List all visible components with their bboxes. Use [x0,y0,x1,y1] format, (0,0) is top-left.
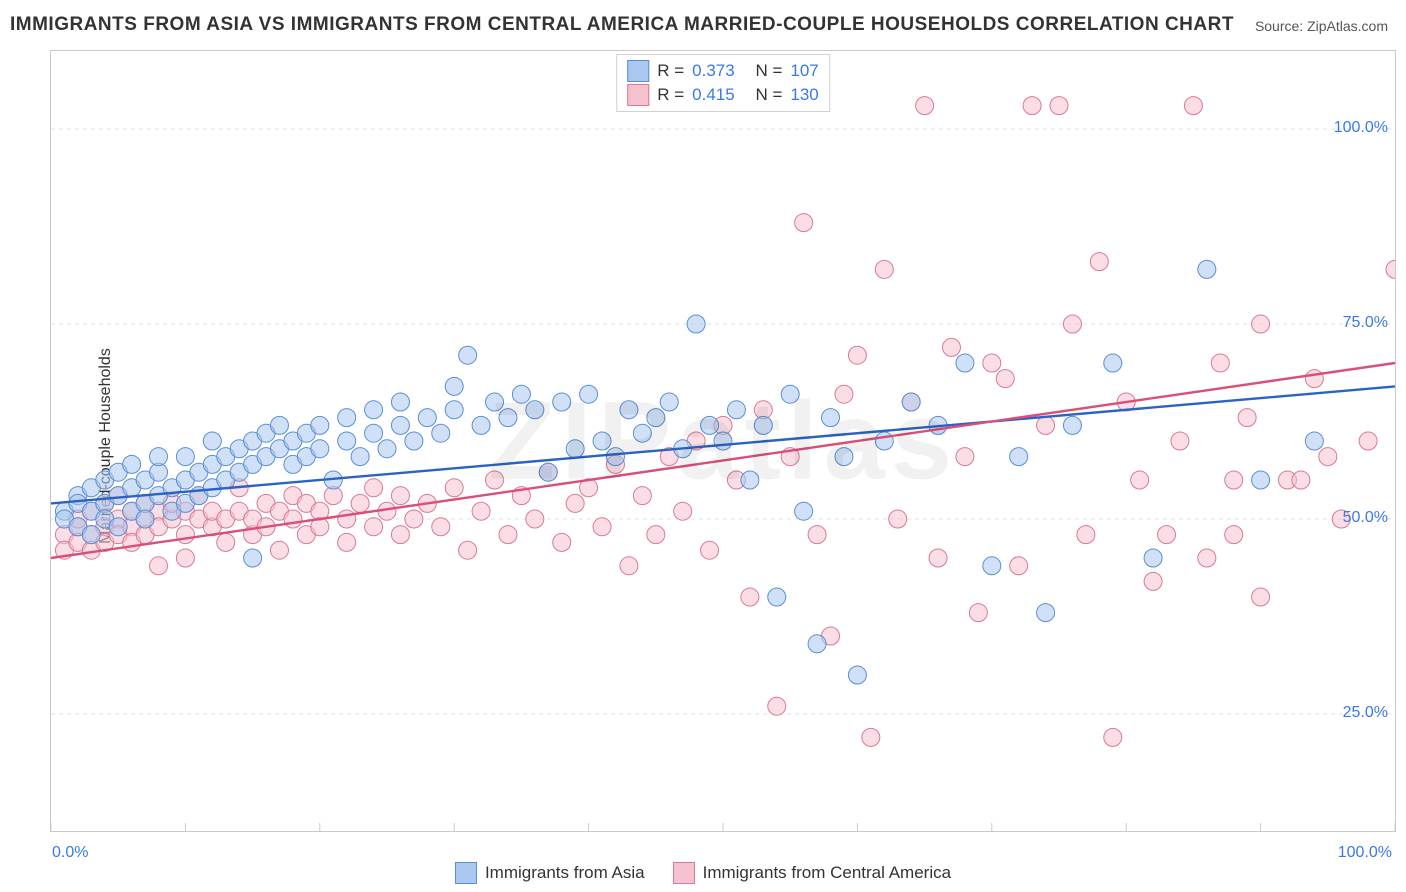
n-label: N = [755,85,782,105]
source-value: ZipAtlas.com [1307,18,1388,34]
r-label: R = [657,85,684,105]
swatch-asia-bottom [455,862,477,884]
x-axis-max-label: 100.0% [1338,844,1392,862]
r-value-asia: 0.373 [692,61,735,81]
legend-item-asia: Immigrants from Asia [455,862,645,884]
legend-row-asia: R = 0.373 N = 107 [627,59,819,83]
legend-row-central-america: R = 0.415 N = 130 [627,83,819,107]
scatter-svg [51,51,1395,831]
y-tick-label: 100.0% [1334,119,1388,137]
source-label: Source: [1255,18,1307,34]
swatch-asia [627,60,649,82]
n-value-central-america: 130 [790,85,818,105]
r-label: R = [657,61,684,81]
source-attribution: Source: ZipAtlas.com [1255,18,1388,34]
legend-label-asia: Immigrants from Asia [485,863,645,883]
plot-area: ZIPatlas R = 0.373 N = 107 R = 0.415 N =… [50,50,1396,832]
chart-title: IMMIGRANTS FROM ASIA VS IMMIGRANTS FROM … [10,14,1234,36]
r-value-central-america: 0.415 [692,85,735,105]
n-value-asia: 107 [790,61,818,81]
swatch-central-america-bottom [673,862,695,884]
y-tick-label: 75.0% [1343,314,1388,332]
chart-container: IMMIGRANTS FROM ASIA VS IMMIGRANTS FROM … [0,0,1406,892]
swatch-central-america [627,84,649,106]
n-label: N = [755,61,782,81]
series-legend: Immigrants from Asia Immigrants from Cen… [0,862,1406,884]
legend-label-central-america: Immigrants from Central America [703,863,951,883]
y-tick-label: 25.0% [1343,704,1388,722]
y-tick-label: 50.0% [1343,509,1388,527]
correlation-legend: R = 0.373 N = 107 R = 0.415 N = 130 [616,54,830,112]
x-axis-min-label: 0.0% [52,844,88,862]
legend-item-central-america: Immigrants from Central America [673,862,951,884]
